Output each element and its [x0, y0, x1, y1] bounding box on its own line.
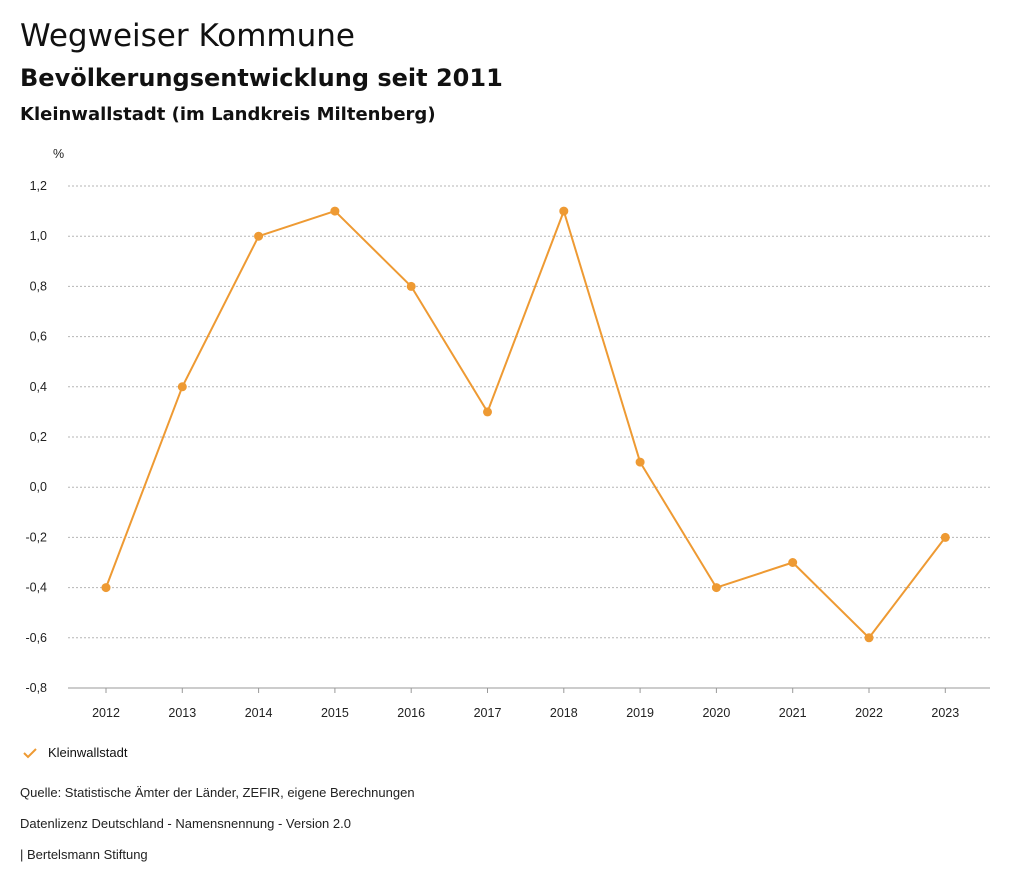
y-tick-label: 0,6 [30, 330, 47, 344]
y-tick-label: -0,8 [25, 681, 47, 695]
data-point[interactable] [635, 457, 645, 467]
source-note: Quelle: Statistische Ämter der Länder, Z… [20, 785, 415, 800]
y-tick-label: -0,2 [25, 530, 47, 544]
x-tick-label: 2014 [245, 706, 273, 720]
x-tick-label: 2015 [321, 706, 349, 720]
data-point[interactable] [330, 206, 340, 216]
chart-subtitle: Bevölkerungsentwicklung seit 2011 [20, 64, 503, 92]
region-label: Kleinwallstadt (im Landkreis Miltenberg) [20, 104, 436, 125]
y-tick-label: 0,4 [30, 380, 47, 394]
check-icon [23, 747, 37, 758]
data-point[interactable] [940, 532, 950, 542]
y-tick-label: 0,0 [30, 480, 47, 494]
legend-label: Kleinwallstadt [48, 745, 128, 760]
data-point[interactable] [177, 382, 187, 392]
y-tick-label: 1,0 [30, 229, 47, 243]
page-title: Wegweiser Kommune [20, 18, 355, 54]
x-tick-label: 2016 [397, 706, 425, 720]
data-point[interactable] [559, 206, 569, 216]
data-point[interactable] [483, 407, 492, 417]
y-tick-label: -0,6 [25, 631, 47, 645]
x-tick-label: 2017 [474, 706, 502, 720]
x-tick-label: 2012 [92, 706, 120, 720]
data-point[interactable] [254, 231, 264, 241]
series-line [105, 210, 947, 639]
x-tick-label: 2018 [550, 706, 578, 720]
x-tick-label: 2023 [931, 706, 959, 720]
data-point[interactable] [864, 633, 874, 643]
y-tick-label: 0,8 [30, 279, 47, 293]
x-tick-label: 2022 [855, 706, 883, 720]
data-point[interactable] [406, 281, 416, 291]
line-chart: % 1,21,00,80,60,40,20,0-0,2-0,4-0,6-0,8 … [25, 147, 990, 720]
y-tick-label: 1,2 [30, 179, 47, 193]
publisher-note: | Bertelsmann Stiftung [20, 847, 148, 862]
x-tick-label: 2021 [779, 706, 807, 720]
license-note: Datenlizenz Deutschland - Namensnennung … [20, 816, 351, 831]
data-point[interactable] [711, 583, 721, 593]
data-point[interactable] [788, 558, 798, 567]
y-tick-label: -0,4 [25, 581, 47, 595]
y-axis-label: % [53, 147, 64, 161]
y-tick-label: 0,2 [30, 430, 47, 444]
legend[interactable]: Kleinwallstadt [22, 745, 128, 760]
x-tick-label: 2019 [626, 706, 654, 720]
x-tick-label: 2013 [168, 706, 196, 720]
x-tick-label: 2020 [702, 706, 730, 720]
data-point[interactable] [101, 583, 111, 593]
